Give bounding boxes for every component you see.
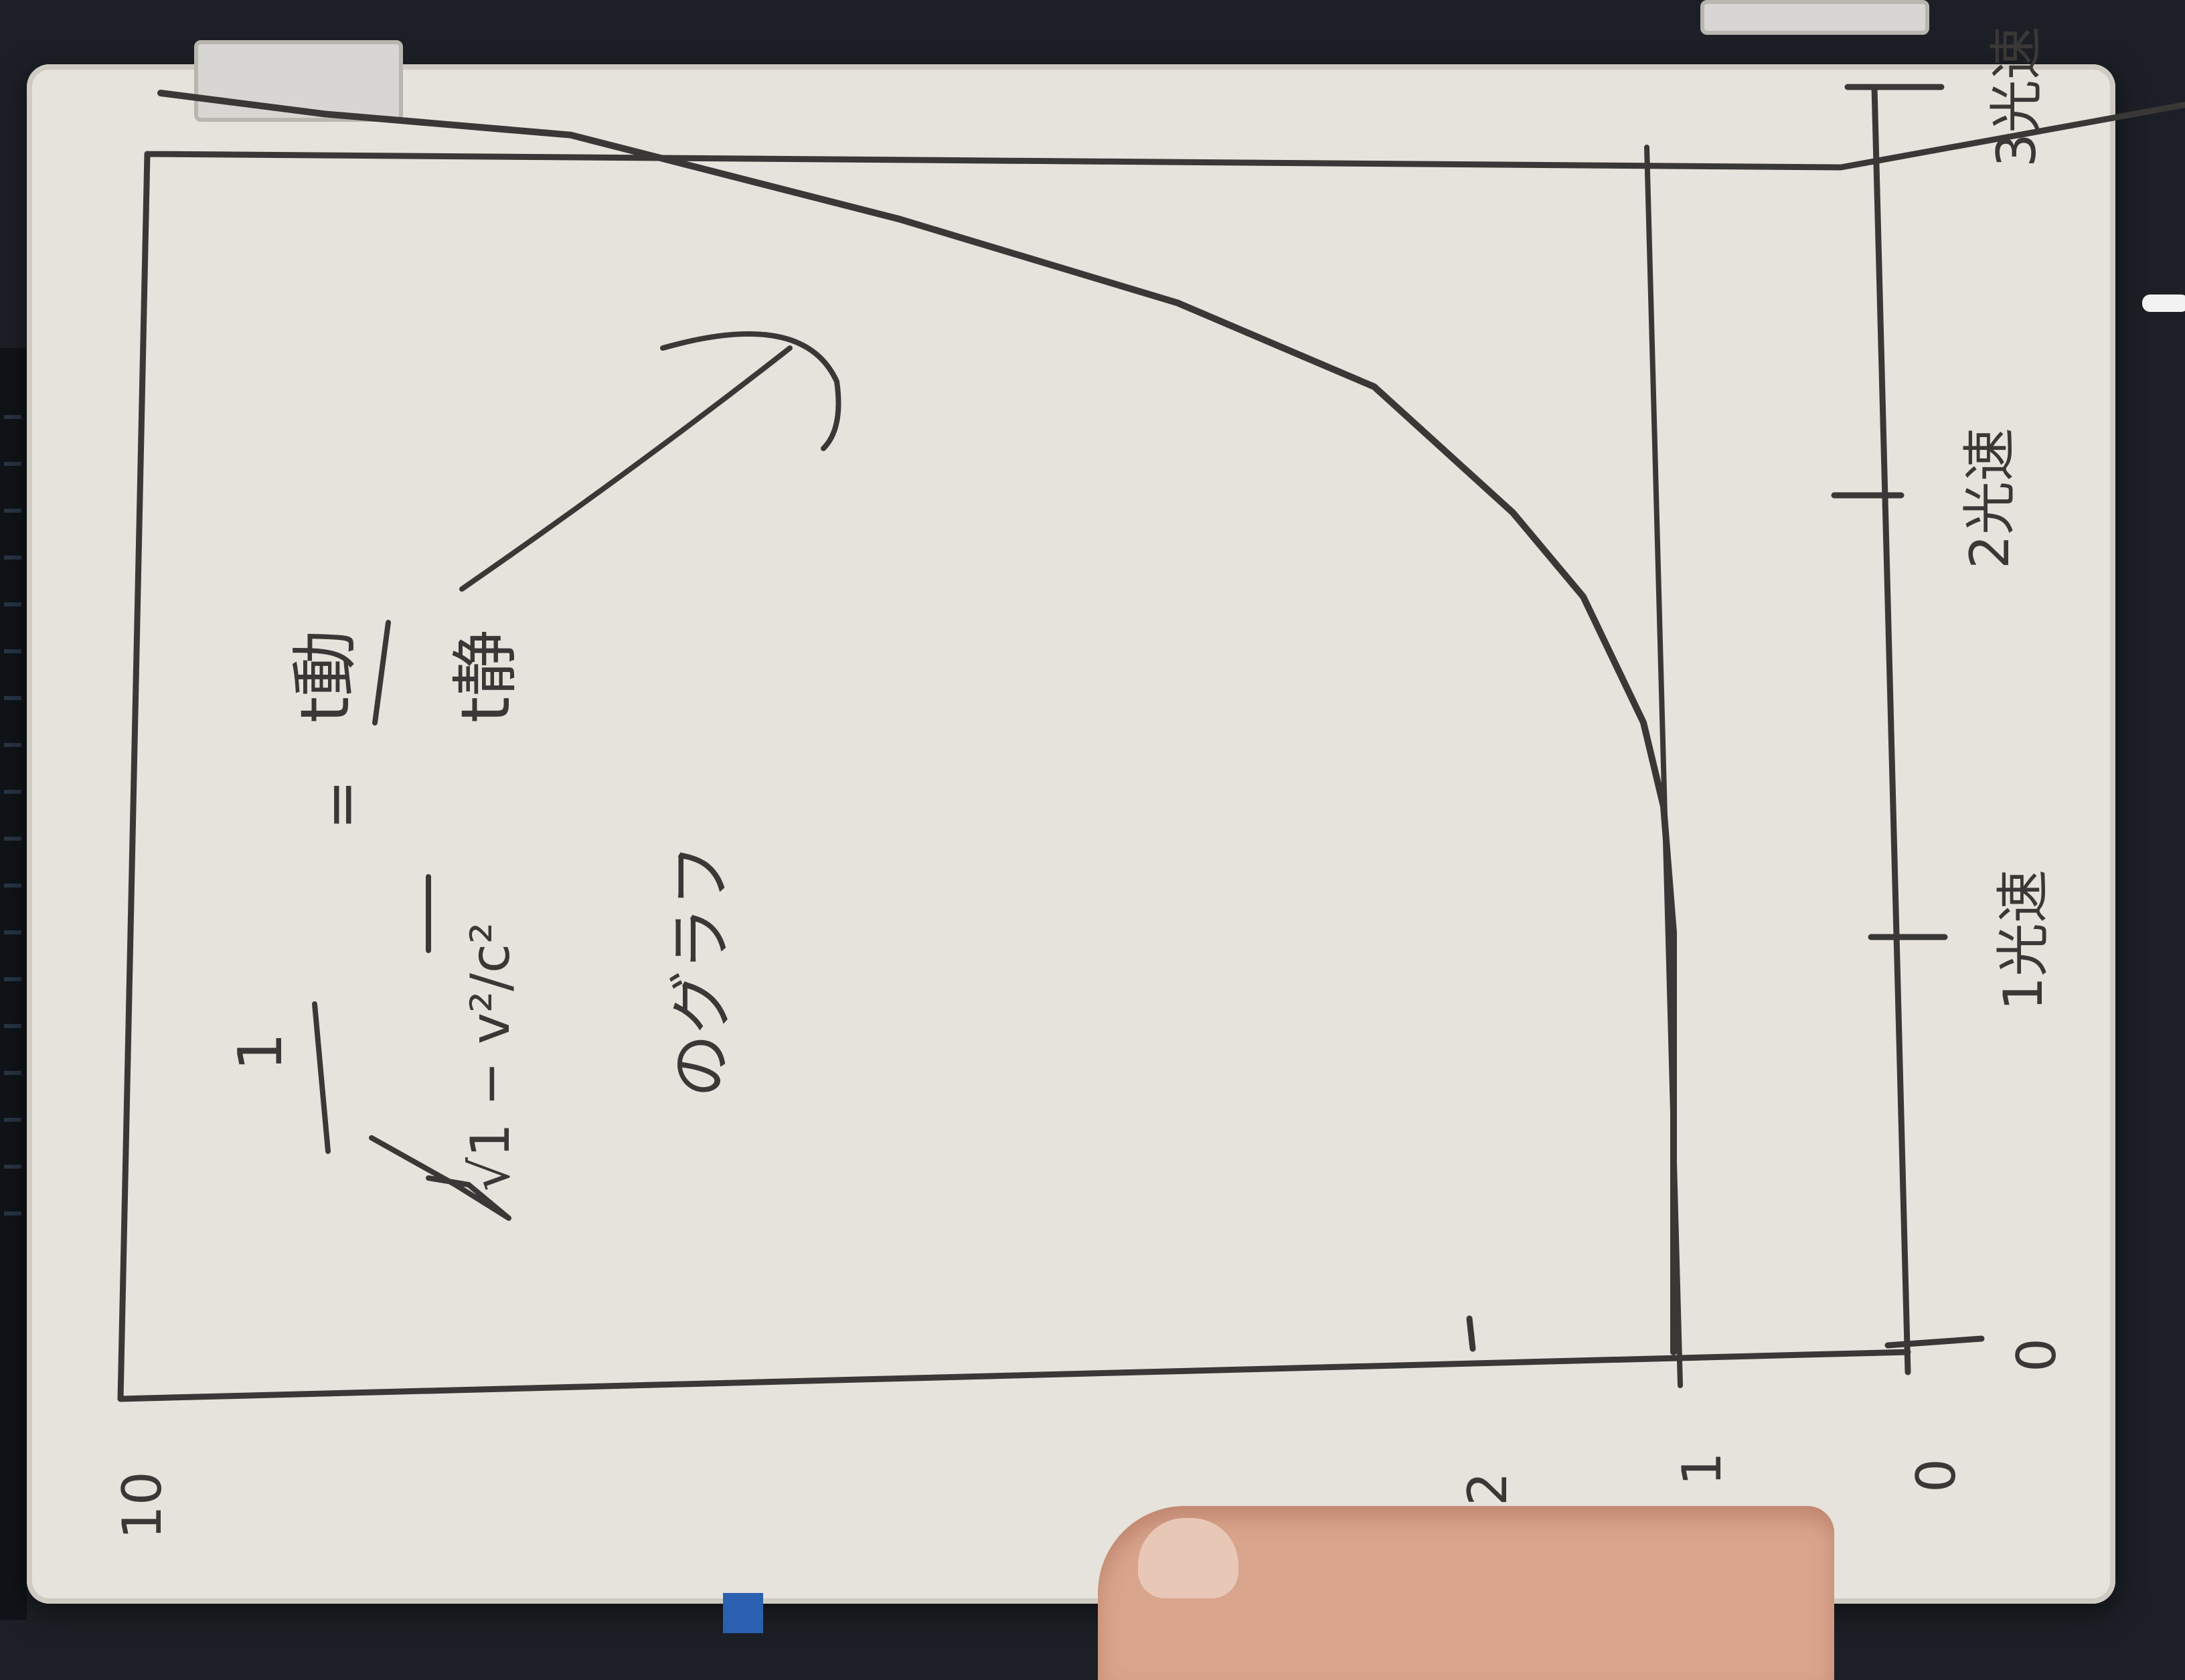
whiteboard [27,64,2115,1604]
taskbar-button [723,1593,763,1633]
y-tick-2 [1466,1315,1476,1352]
y-tick-label-0: 0 [1905,1458,1967,1493]
x-tick-label-2: 2光速 [1959,428,2021,569]
formula-numerator: 1 [226,1033,296,1071]
tick-labels: 10 2 1 0 0 1光速 2光速 3光速 [111,26,2068,1539]
y-tick-label-2: 2 [1457,1472,1519,1506]
board-clip-right [1700,0,1929,35]
y-tick-label-1: 1 [1671,1452,1733,1486]
frame-outline [117,101,2185,1402]
formula-denominator: √1 − v²/c² [459,922,521,1191]
monitor-text [4,415,21,1218]
thumbnail [1138,1518,1238,1598]
marker-cap [2142,295,2185,312]
x-tick-label-0: 0 [2006,1338,2068,1372]
x-tick-label-3: 3光速 [1986,26,2048,167]
sketch: 1 √1 − v²/c² = t動 t静 のグラフ 10 2 1 0 0 1光速… [111,26,2185,1539]
series-line [157,90,1677,1355]
x-tick-label-1: 1光速 [1992,869,2054,1011]
formula-right-bar [372,620,391,726]
formula-sqrt [369,1135,511,1221]
formula-t-stationary: t静 [447,630,525,723]
formula-equals: = [306,780,376,830]
caption: のグラフ [665,843,738,1098]
y-tick-label-10: 10 [111,1471,173,1539]
formula-fraction-bar [312,1001,331,1154]
formula-t-moving: t動 [286,630,364,723]
x-tick-0 [1884,1335,1985,1349]
x-axis-line [1871,84,1911,1375]
formula: 1 √1 − v²/c² = t動 t静 のグラフ [226,630,738,1191]
arrow [459,331,841,592]
